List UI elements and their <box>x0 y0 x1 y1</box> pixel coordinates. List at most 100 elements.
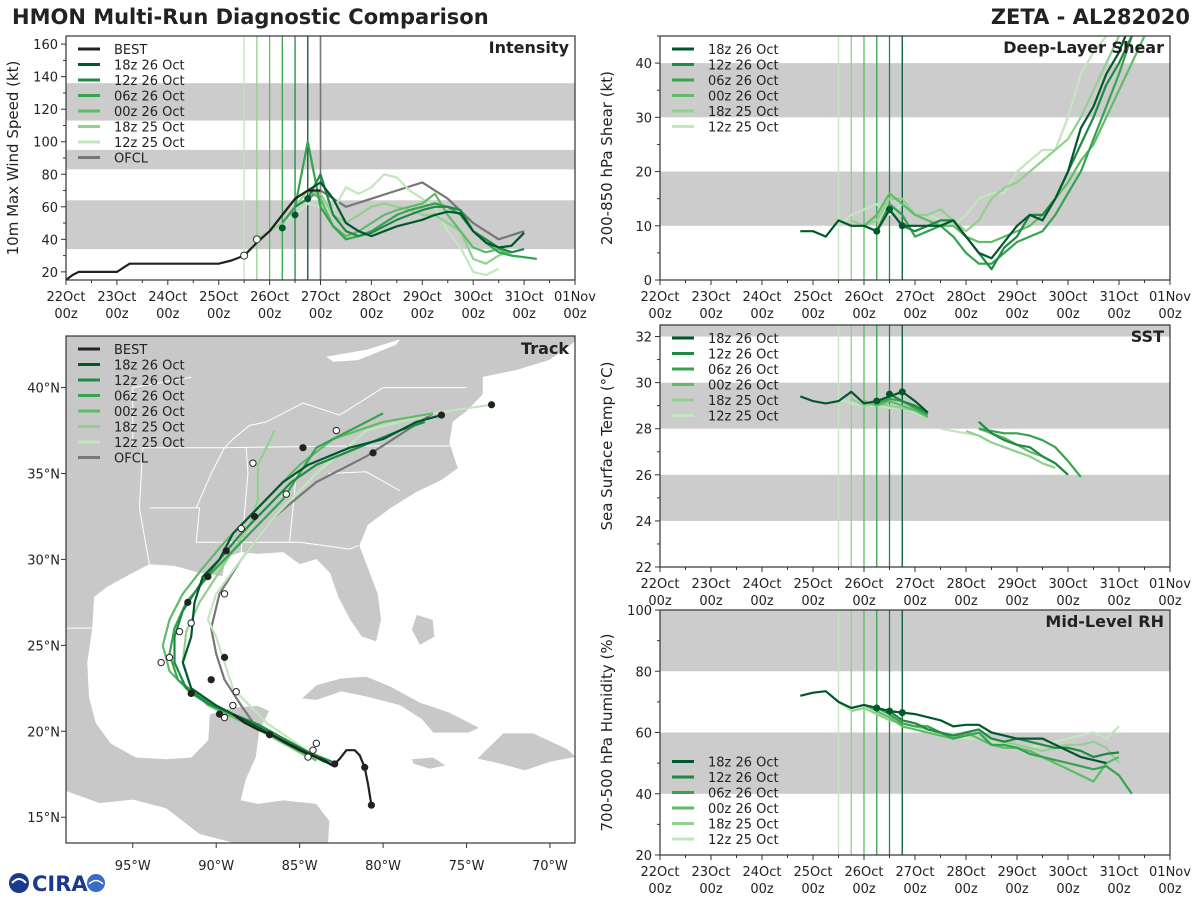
series-line <box>294 173 525 254</box>
x-tick-sublabel: 00z <box>1056 307 1080 322</box>
lon-tick-label: 75°W <box>449 859 485 874</box>
filled-track-point <box>361 763 369 771</box>
open-point-marker <box>240 251 249 260</box>
panel-title: Mid-Level RH <box>1045 612 1164 631</box>
series-line <box>800 690 1107 765</box>
x-tick-sublabel: 00z <box>954 307 978 322</box>
x-tick-label: 31Oct <box>1099 865 1138 880</box>
x-tick-sublabel: 00z <box>156 307 180 322</box>
lat-tick-label: 35°N <box>27 467 60 482</box>
y-tick-label: 24 <box>635 515 652 530</box>
open-track-point <box>157 658 165 667</box>
x-tick-sublabel: 00z <box>801 882 825 897</box>
chart-shear: 0 10 20 30 40 22Oct 00z 23Oct 00z 24Oct 00z 25Oct 00… <box>598 35 1191 322</box>
cira-logo-mark: CIRA <box>9 872 105 896</box>
open-track-point <box>232 688 240 696</box>
x-tick-sublabel: 00z <box>699 594 723 609</box>
x-tick-label: 24Oct <box>742 865 781 880</box>
x-tick-sublabel: 00z <box>309 307 333 322</box>
x-tick-sublabel: 00z <box>750 307 774 322</box>
open-track-point <box>332 426 341 435</box>
track-point-marker <box>304 195 312 203</box>
filled-track-point <box>437 411 446 419</box>
legend-label: 18z 26 Oct <box>708 332 779 347</box>
x-tick-label: 27Oct <box>895 290 934 305</box>
series-line <box>888 36 1134 271</box>
x-tick-label: 23Oct <box>691 290 730 305</box>
x-tick-label: 28Oct <box>946 865 985 880</box>
track-point-marker <box>886 206 893 214</box>
track-point-marker <box>278 224 286 232</box>
x-tick-sublabel: 00z <box>1005 307 1029 322</box>
plot-area <box>660 36 1170 280</box>
chart-sst: 22 24 26 28 30 32 22Oct 00z 23Oct 00z 24Oct 00z 25Oc… <box>598 324 1191 609</box>
x-tick-label: 23Oct <box>97 290 136 305</box>
x-tick-sublabel: 00z <box>852 307 876 322</box>
x-tick-sublabel: 00z <box>648 307 672 322</box>
cira-logo: CIRA <box>6 868 106 902</box>
x-tick-sublabel: 00z <box>1158 882 1182 897</box>
x-tick-sublabel: 00z <box>105 307 129 322</box>
x-tick-sublabel: 00z <box>801 307 825 322</box>
y-tick-label: 60 <box>635 727 652 742</box>
x-tick-sublabel: 00z <box>903 594 927 609</box>
y-axis-label: 700-500 hPa Humidity (%) <box>598 633 616 831</box>
legend-label: 18z 26 Oct <box>708 43 779 58</box>
filled-track-point <box>266 731 274 739</box>
state-border <box>138 507 150 565</box>
map-frame <box>65 335 576 844</box>
x-tick-sublabel: 00z <box>360 307 384 322</box>
shading-band <box>660 171 1170 226</box>
legend-label: 18z 25 Oct <box>708 818 779 833</box>
x-tick-sublabel: 00z <box>207 307 231 322</box>
x-tick-sublabel: 00z <box>1056 594 1080 609</box>
x-tick-sublabel: 00z <box>750 594 774 609</box>
x-tick-label: 25Oct <box>199 290 238 305</box>
filled-track-point <box>207 676 215 684</box>
y-tick-label: 28 <box>635 423 652 438</box>
open-track-point <box>304 753 312 761</box>
x-tick-label: 30Oct <box>1048 577 1087 592</box>
y-tick-label: 22 <box>635 561 652 576</box>
x-tick-sublabel: 00z <box>258 307 282 322</box>
land-bahamas <box>411 613 436 646</box>
x-tick-label: 29Oct <box>403 290 442 305</box>
land-jamaica <box>410 756 448 770</box>
y-tick-label: 32 <box>635 331 652 346</box>
x-tick-label: 01Nov <box>1149 577 1191 592</box>
x-tick-sublabel: 00z <box>1158 594 1182 609</box>
y-tick-label: 20 <box>635 849 652 864</box>
x-tick-sublabel: 00z <box>1107 882 1131 897</box>
storm-name: ZETA - AL282020 <box>990 5 1190 29</box>
lon-tick-label: 95°W <box>115 859 151 874</box>
y-tick-label: 100 <box>627 604 652 619</box>
x-tick-label: 31Oct <box>1099 290 1138 305</box>
x-tick-label: 27Oct <box>301 290 340 305</box>
lat-tick-label: 20°N <box>27 725 60 740</box>
track-line <box>210 412 434 731</box>
lake-erie <box>326 339 400 362</box>
legend-label: 06z 26 Oct <box>708 787 779 802</box>
legend-label: 00z 26 Oct <box>114 105 185 120</box>
x-tick-label: 28Oct <box>352 290 391 305</box>
y-tick-label: 30 <box>635 377 652 392</box>
x-tick-label: 29Oct <box>997 577 1036 592</box>
x-tick-sublabel: 00z <box>648 594 672 609</box>
filled-track-point <box>299 444 307 452</box>
series-line <box>281 140 537 260</box>
x-tick-label: 28Oct <box>946 577 985 592</box>
x-tick-label: 23Oct <box>691 577 730 592</box>
open-track-point <box>237 524 245 533</box>
x-tick-sublabel: 00z <box>1005 882 1029 897</box>
chart-track: 15°N 20°N 25°N 30°N 35°N 40°N 95°W 90°W 85°W 80°W… <box>27 335 576 874</box>
track-point-marker <box>886 707 893 715</box>
filled-track-point <box>187 689 195 698</box>
x-tick-sublabel: 00z <box>512 307 536 322</box>
shading-band <box>660 325 1170 337</box>
x-tick-label: 25Oct <box>793 865 832 880</box>
panel-title: Track <box>521 339 569 358</box>
plot-area <box>660 325 1170 567</box>
filled-track-point <box>369 449 377 457</box>
legend-label: 00z 26 Oct <box>708 379 779 394</box>
lon-tick-label: 80°W <box>365 859 401 874</box>
